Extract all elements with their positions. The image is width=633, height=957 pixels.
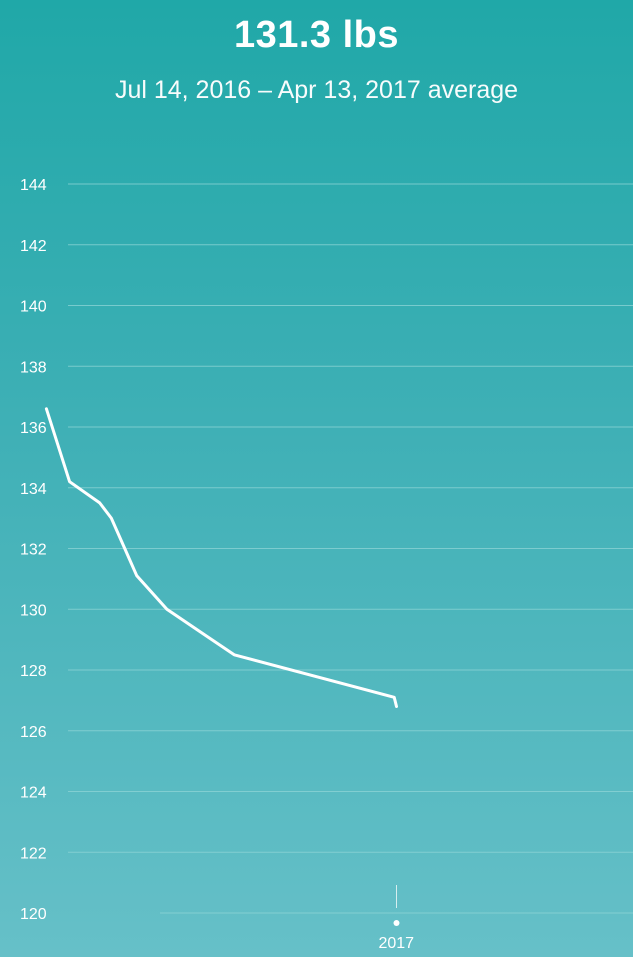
weight-series-line (44, 407, 398, 708)
y-tick-label: 138 (20, 359, 47, 376)
y-tick-label: 126 (20, 724, 47, 741)
x-tick-dot (393, 920, 400, 926)
date-range-label: Jul 14, 2016 – Apr 13, 2017 average (114, 76, 519, 104)
y-tick-label: 128 (20, 663, 47, 680)
y-tick-label: 124 (20, 785, 47, 802)
y-tick-label: 144 (20, 177, 47, 194)
y-tick-label: 140 (20, 299, 47, 316)
y-tick-label: 142 (20, 238, 47, 255)
y-tick-label: 136 (20, 420, 47, 437)
y-tick-label: 130 (20, 602, 47, 619)
y-tick-label: 134 (20, 481, 47, 498)
y-tick-label: 132 (20, 542, 47, 559)
x-tick-label: 2017 (378, 935, 414, 952)
y-tick-label: 120 (20, 906, 47, 923)
average-weight-value: 131.3 lbs (233, 14, 400, 56)
y-tick-label: 122 (20, 845, 47, 862)
